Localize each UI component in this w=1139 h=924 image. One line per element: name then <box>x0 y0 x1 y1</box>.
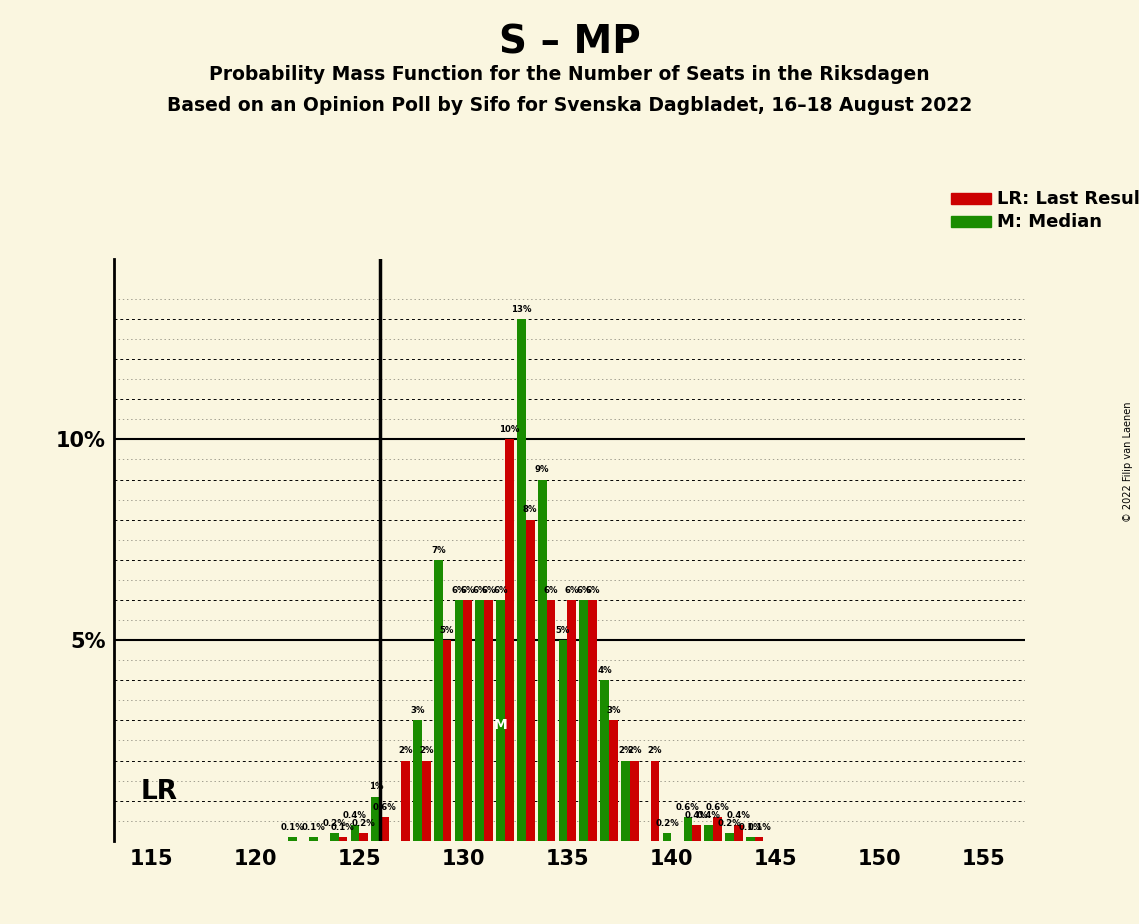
Bar <box>704 825 713 841</box>
Bar <box>588 600 597 841</box>
Bar <box>693 825 700 841</box>
Bar <box>401 760 410 841</box>
Bar <box>600 680 609 841</box>
Text: 6%: 6% <box>460 586 475 595</box>
Bar <box>650 760 659 841</box>
Text: 2%: 2% <box>399 747 412 755</box>
Bar <box>734 825 743 841</box>
Bar <box>434 560 443 841</box>
Text: 6%: 6% <box>473 586 487 595</box>
Text: 0.1%: 0.1% <box>331 822 355 832</box>
Text: © 2022 Filip van Laenen: © 2022 Filip van Laenen <box>1123 402 1132 522</box>
Bar <box>330 833 338 841</box>
Text: LR: LR <box>141 779 178 805</box>
Bar <box>309 837 318 841</box>
Text: 0.6%: 0.6% <box>705 803 729 811</box>
Text: 9%: 9% <box>535 466 549 474</box>
Text: 0.1%: 0.1% <box>747 822 771 832</box>
Text: 6%: 6% <box>543 586 558 595</box>
Text: 0.2%: 0.2% <box>718 819 741 828</box>
Text: 0.4%: 0.4% <box>697 810 721 820</box>
Bar <box>421 760 431 841</box>
Text: 6%: 6% <box>482 586 495 595</box>
Text: S – MP: S – MP <box>499 23 640 61</box>
Bar <box>630 760 639 841</box>
Bar <box>526 519 534 841</box>
Bar <box>713 817 722 841</box>
Text: 2%: 2% <box>626 747 641 755</box>
Bar <box>538 480 547 841</box>
Bar <box>755 837 763 841</box>
Bar <box>464 600 473 841</box>
Text: 3%: 3% <box>606 706 621 715</box>
Text: 4%: 4% <box>597 666 612 675</box>
Bar <box>580 600 588 841</box>
Text: 0.2%: 0.2% <box>352 819 376 828</box>
Text: 6%: 6% <box>565 586 579 595</box>
Text: 2%: 2% <box>618 747 632 755</box>
Text: M: M <box>494 718 508 732</box>
Bar <box>683 817 693 841</box>
Bar <box>726 833 734 841</box>
Bar <box>497 600 505 841</box>
Text: 2%: 2% <box>419 747 434 755</box>
Bar <box>351 825 360 841</box>
Bar <box>609 721 617 841</box>
Text: 6%: 6% <box>452 586 466 595</box>
Text: 2%: 2% <box>648 747 662 755</box>
Bar <box>559 640 567 841</box>
Bar <box>484 600 493 841</box>
Text: 7%: 7% <box>431 545 445 554</box>
Text: 6%: 6% <box>585 586 600 595</box>
Text: 0.4%: 0.4% <box>685 810 708 820</box>
Bar <box>413 721 421 841</box>
Bar <box>288 837 297 841</box>
Bar <box>517 319 526 841</box>
Text: 0.1%: 0.1% <box>302 822 326 832</box>
Text: 5%: 5% <box>440 626 454 635</box>
Text: M: Median: M: Median <box>997 213 1101 231</box>
Text: 10%: 10% <box>499 425 519 434</box>
Text: 5%: 5% <box>556 626 571 635</box>
Bar <box>360 833 368 841</box>
Bar <box>338 837 347 841</box>
Bar <box>663 833 671 841</box>
Text: 0.2%: 0.2% <box>655 819 679 828</box>
Text: 13%: 13% <box>511 305 532 314</box>
Text: 0.2%: 0.2% <box>322 819 346 828</box>
Text: 0.1%: 0.1% <box>280 822 304 832</box>
Text: 1%: 1% <box>369 783 383 792</box>
Text: 6%: 6% <box>493 586 508 595</box>
Text: Based on an Opinion Poll by Sifo for Svenska Dagbladet, 16–18 August 2022: Based on an Opinion Poll by Sifo for Sve… <box>167 96 972 116</box>
Text: 6%: 6% <box>576 586 591 595</box>
Text: 3%: 3% <box>410 706 425 715</box>
Text: 0.1%: 0.1% <box>738 822 762 832</box>
Bar <box>505 440 514 841</box>
Bar <box>443 640 451 841</box>
Text: 0.6%: 0.6% <box>372 803 396 811</box>
Bar <box>621 760 630 841</box>
Bar <box>454 600 464 841</box>
Bar <box>475 600 484 841</box>
Bar <box>547 600 556 841</box>
Text: LR: Last Result: LR: Last Result <box>997 189 1139 208</box>
Bar <box>746 837 755 841</box>
Text: Probability Mass Function for the Number of Seats in the Riksdagen: Probability Mass Function for the Number… <box>210 65 929 84</box>
Text: 0.4%: 0.4% <box>727 810 751 820</box>
Bar <box>371 796 380 841</box>
Bar <box>567 600 576 841</box>
Text: 0.4%: 0.4% <box>343 810 367 820</box>
Bar <box>380 817 388 841</box>
Text: 8%: 8% <box>523 505 538 515</box>
Text: 0.6%: 0.6% <box>677 803 699 811</box>
